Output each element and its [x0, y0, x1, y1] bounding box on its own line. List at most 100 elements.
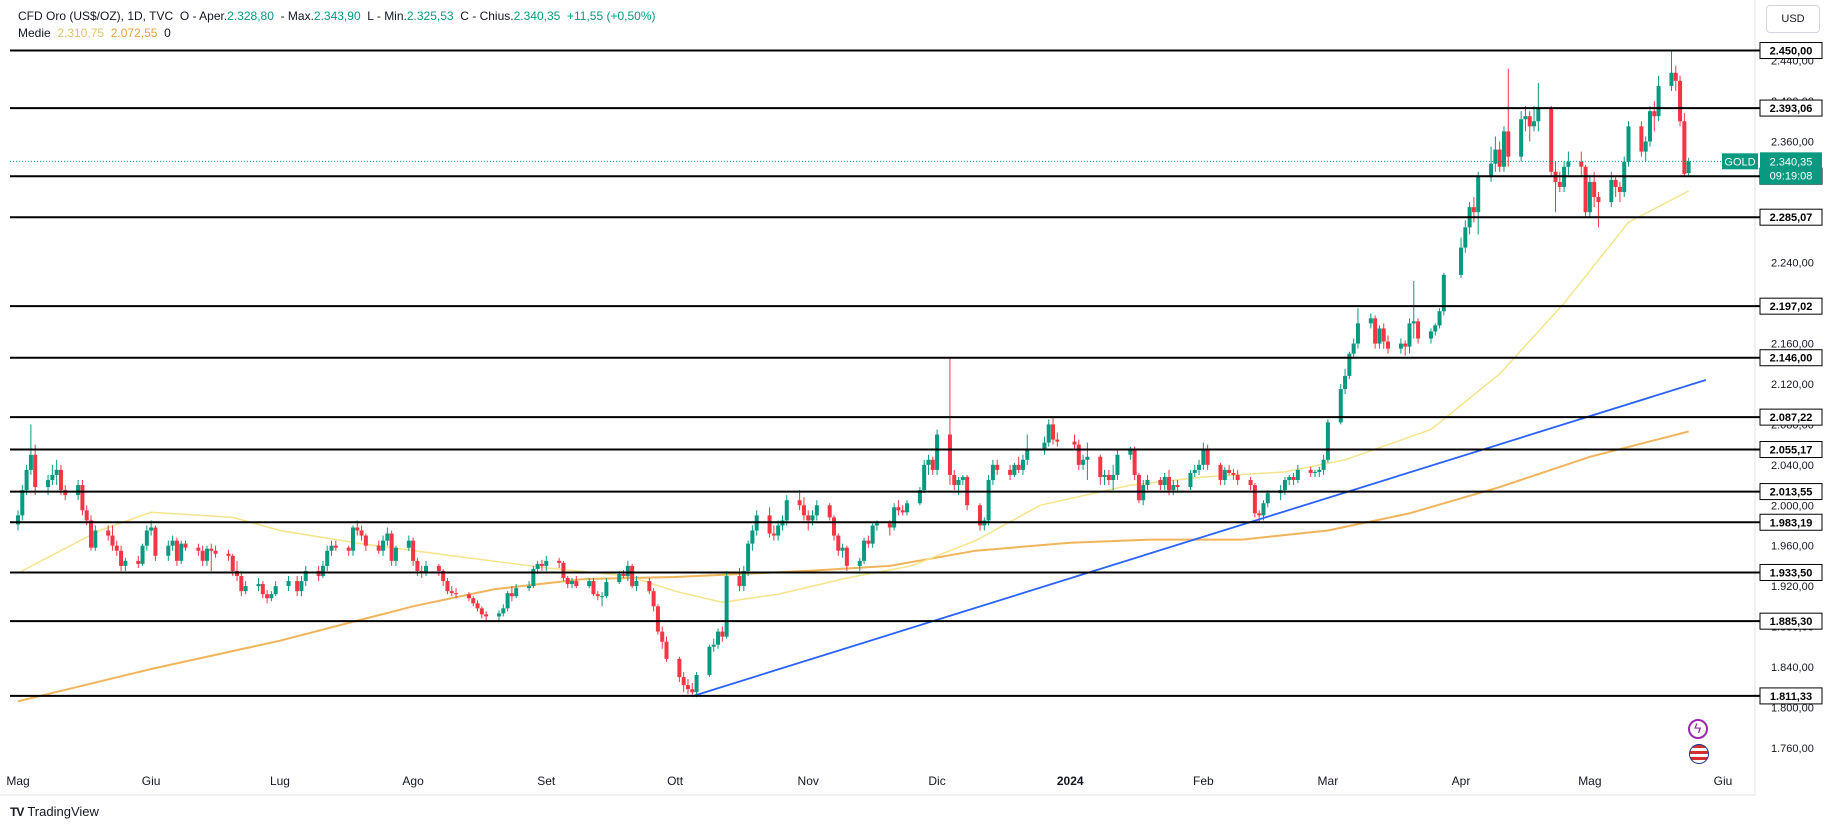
candle-body — [50, 474, 55, 480]
candle — [320, 560, 325, 579]
candle — [449, 586, 454, 597]
candle — [1051, 416, 1056, 445]
currency-label: USD — [1781, 13, 1805, 25]
ma-row[interactable]: Medie 2.310,75 2.072,55 0 — [18, 25, 656, 42]
candle-body — [1377, 328, 1382, 344]
candle-body — [595, 594, 600, 597]
candle-body — [660, 631, 665, 642]
candle-body — [1115, 454, 1120, 475]
candle — [1377, 325, 1382, 349]
candle-body — [1626, 126, 1631, 162]
level-label: 2.197,02 — [1770, 301, 1813, 313]
candle — [1321, 454, 1326, 475]
candle — [1686, 157, 1691, 177]
candle — [591, 578, 596, 597]
candle — [1338, 384, 1343, 425]
candle — [1313, 469, 1318, 477]
candle — [363, 533, 368, 551]
candle — [922, 459, 927, 494]
candle-body — [664, 641, 669, 659]
candle — [209, 543, 214, 571]
candle — [1020, 454, 1025, 475]
y-tick-label: 2.160,00 — [1771, 339, 1814, 351]
candle — [1055, 432, 1060, 447]
candle-body — [591, 581, 596, 595]
candle-body — [1098, 456, 1103, 477]
candle — [900, 505, 905, 516]
x-tick-label: Mar — [1318, 774, 1339, 788]
candle-body — [449, 591, 454, 594]
candle-body — [1282, 480, 1287, 491]
candle-body — [565, 578, 570, 585]
currency-selector[interactable]: USD — [1766, 5, 1820, 33]
candle — [76, 480, 81, 501]
candle — [1111, 464, 1116, 491]
candle-body — [784, 500, 789, 521]
x-tick-label: Giu — [142, 774, 161, 788]
candle — [625, 560, 630, 582]
candle — [866, 535, 871, 548]
level-label: 2.087,22 — [1770, 412, 1813, 424]
candle — [1076, 439, 1081, 470]
candle-body — [114, 545, 119, 551]
candle-body — [1046, 424, 1051, 443]
candle-body — [76, 485, 81, 496]
candle — [1532, 106, 1537, 132]
high-value: 2.343,90 — [313, 9, 361, 23]
candle-body — [1536, 108, 1541, 122]
candle — [1403, 340, 1408, 356]
tradingview-brand[interactable]: TV TradingView — [10, 804, 99, 819]
candle — [505, 591, 510, 612]
candle — [1141, 480, 1146, 506]
candle-body — [978, 505, 983, 526]
candle — [587, 578, 592, 589]
candle-body — [857, 560, 862, 566]
candle — [1368, 313, 1373, 329]
candle-body — [1076, 444, 1081, 465]
candle — [119, 545, 124, 571]
candle-body — [355, 527, 360, 531]
candle-body — [1132, 449, 1137, 475]
x-tick-label: Mag — [6, 774, 29, 788]
open-value: 2.328,80 — [227, 9, 274, 23]
candle — [1218, 462, 1223, 486]
candle-body — [295, 581, 300, 592]
candle-body — [587, 581, 592, 587]
candle-body — [1265, 493, 1270, 504]
candle-body — [630, 565, 635, 587]
candle-body — [1055, 439, 1060, 442]
us-flag-event-icon[interactable] — [1689, 744, 1709, 764]
candle-body — [243, 586, 248, 592]
candle — [166, 540, 171, 561]
candle — [1115, 449, 1120, 480]
trendline — [692, 379, 1707, 698]
candle — [1476, 171, 1481, 235]
candle — [1596, 192, 1601, 228]
candle — [1549, 106, 1554, 177]
candle — [256, 578, 261, 592]
candle — [1012, 462, 1017, 477]
candle — [243, 581, 248, 595]
candle — [299, 576, 304, 597]
candle — [1295, 464, 1300, 484]
candle — [1355, 308, 1360, 349]
candle-body — [1501, 131, 1506, 167]
candle — [1652, 101, 1657, 132]
flash-event-icon[interactable] — [1688, 719, 1708, 739]
candle — [647, 578, 652, 595]
level-tag — [1759, 297, 1823, 315]
symbol-title[interactable]: CFD Oro (US$/OZ), 1D, TVC — [18, 9, 174, 23]
candle-body — [58, 469, 63, 491]
candle — [406, 535, 411, 551]
candle-body — [1647, 111, 1652, 142]
candle-body — [226, 553, 231, 556]
candle-body — [1493, 149, 1498, 164]
candle — [484, 611, 489, 622]
candle-body — [1051, 424, 1056, 440]
level-tag — [1759, 42, 1823, 60]
candle-body — [960, 476, 965, 480]
candle — [1557, 171, 1562, 192]
candle — [93, 525, 98, 551]
